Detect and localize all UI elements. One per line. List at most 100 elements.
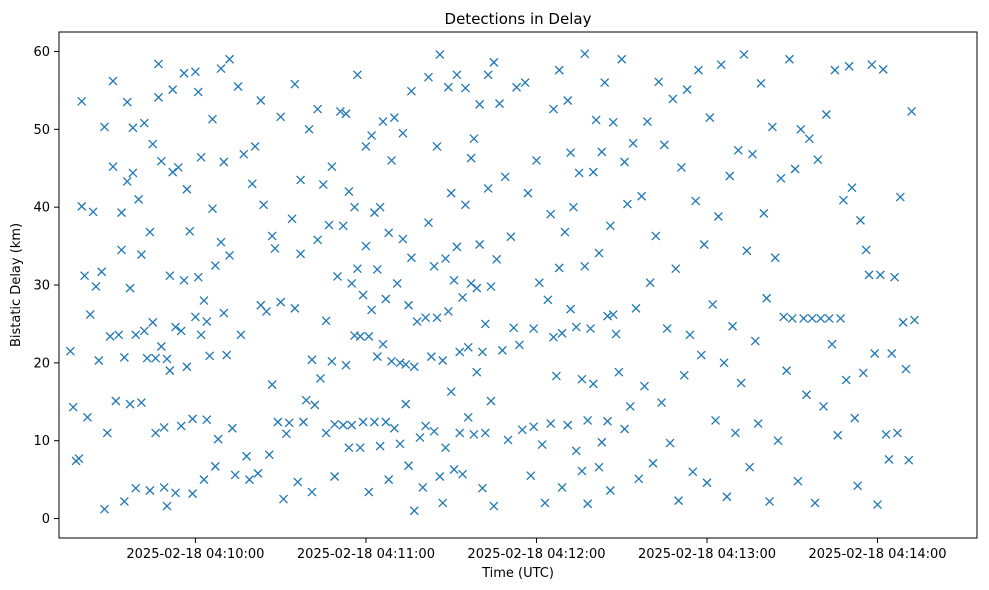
data-point [193,272,203,282]
data-point [290,303,300,313]
data-point [443,307,453,316]
data-point [313,235,323,245]
data-point [148,317,158,327]
data-point [770,253,780,263]
data-point [540,498,550,508]
data-point [91,282,101,292]
data-point [543,295,553,305]
data-point [162,501,172,511]
data-point [182,362,192,372]
data-point [796,124,806,134]
data-point [165,271,175,281]
data-point [603,311,612,321]
data-point [833,430,843,440]
data-point [145,486,155,495]
data-point [176,421,186,431]
data-point [688,467,698,477]
data-point [637,191,647,201]
data-point [520,78,530,88]
data-point [108,162,118,172]
data-point [122,97,132,107]
data-point [836,314,846,323]
data-point [460,200,470,210]
data-point [335,106,345,116]
data-point [330,472,340,481]
data-point [262,307,271,316]
data-point [139,326,149,336]
data-point [80,271,90,281]
data-point [475,99,485,109]
data-point [156,342,166,351]
data-point [131,483,141,493]
data-point [424,218,433,228]
data-point [694,65,703,75]
data-point [500,172,510,182]
data-point [671,264,681,274]
data-point [534,278,544,288]
data-point [318,180,328,190]
data-point [549,332,558,342]
data-point [213,434,223,444]
data-point [560,227,570,237]
data-point [321,316,331,326]
data-point [594,462,604,472]
data-point [125,283,135,293]
data-point [259,200,269,210]
data-point [802,390,811,400]
y-tick-label: 60 [33,45,50,60]
data-point [563,96,573,105]
data-point [583,499,593,509]
data-point [858,368,868,378]
data-point [100,122,109,132]
data-point [577,374,587,384]
data-point [588,167,598,177]
data-point [159,422,169,432]
data-point [176,326,186,336]
data-point [173,162,183,172]
data-point [415,433,425,443]
data-point [188,489,198,499]
data-point [509,323,519,333]
data-point [421,313,431,323]
data-point [705,113,715,123]
data-point [514,340,524,350]
data-point [588,379,598,389]
data-point [537,440,547,450]
y-tick-label: 10 [33,434,50,449]
data-point [478,483,487,493]
data-point [702,478,712,488]
data-point [642,117,652,126]
x-tick-label: 2025-02-18 04:10:00 [126,547,264,562]
data-point [793,476,803,486]
data-point [767,122,777,132]
data-point [284,418,294,428]
data-point [819,401,828,411]
data-point [321,428,331,438]
data-point [821,110,831,119]
data-point [307,355,317,365]
data-point [904,455,914,465]
data-point [506,232,516,242]
data-point [242,451,252,461]
data-point [307,487,317,497]
data-point [466,278,476,288]
data-point [100,504,109,514]
data-point [384,228,394,238]
data-point [256,96,266,105]
data-point [443,82,453,92]
data-point [114,330,124,340]
data-point [367,305,377,315]
data-point [361,241,371,251]
data-point [82,412,92,422]
data-point [483,70,493,80]
data-point [338,221,348,231]
data-point [736,378,746,388]
data-point [142,353,152,363]
data-point [404,461,414,471]
data-point [310,400,320,410]
data-point [563,420,573,430]
data-point [546,209,556,219]
data-point [480,428,490,438]
data-point [810,498,820,508]
